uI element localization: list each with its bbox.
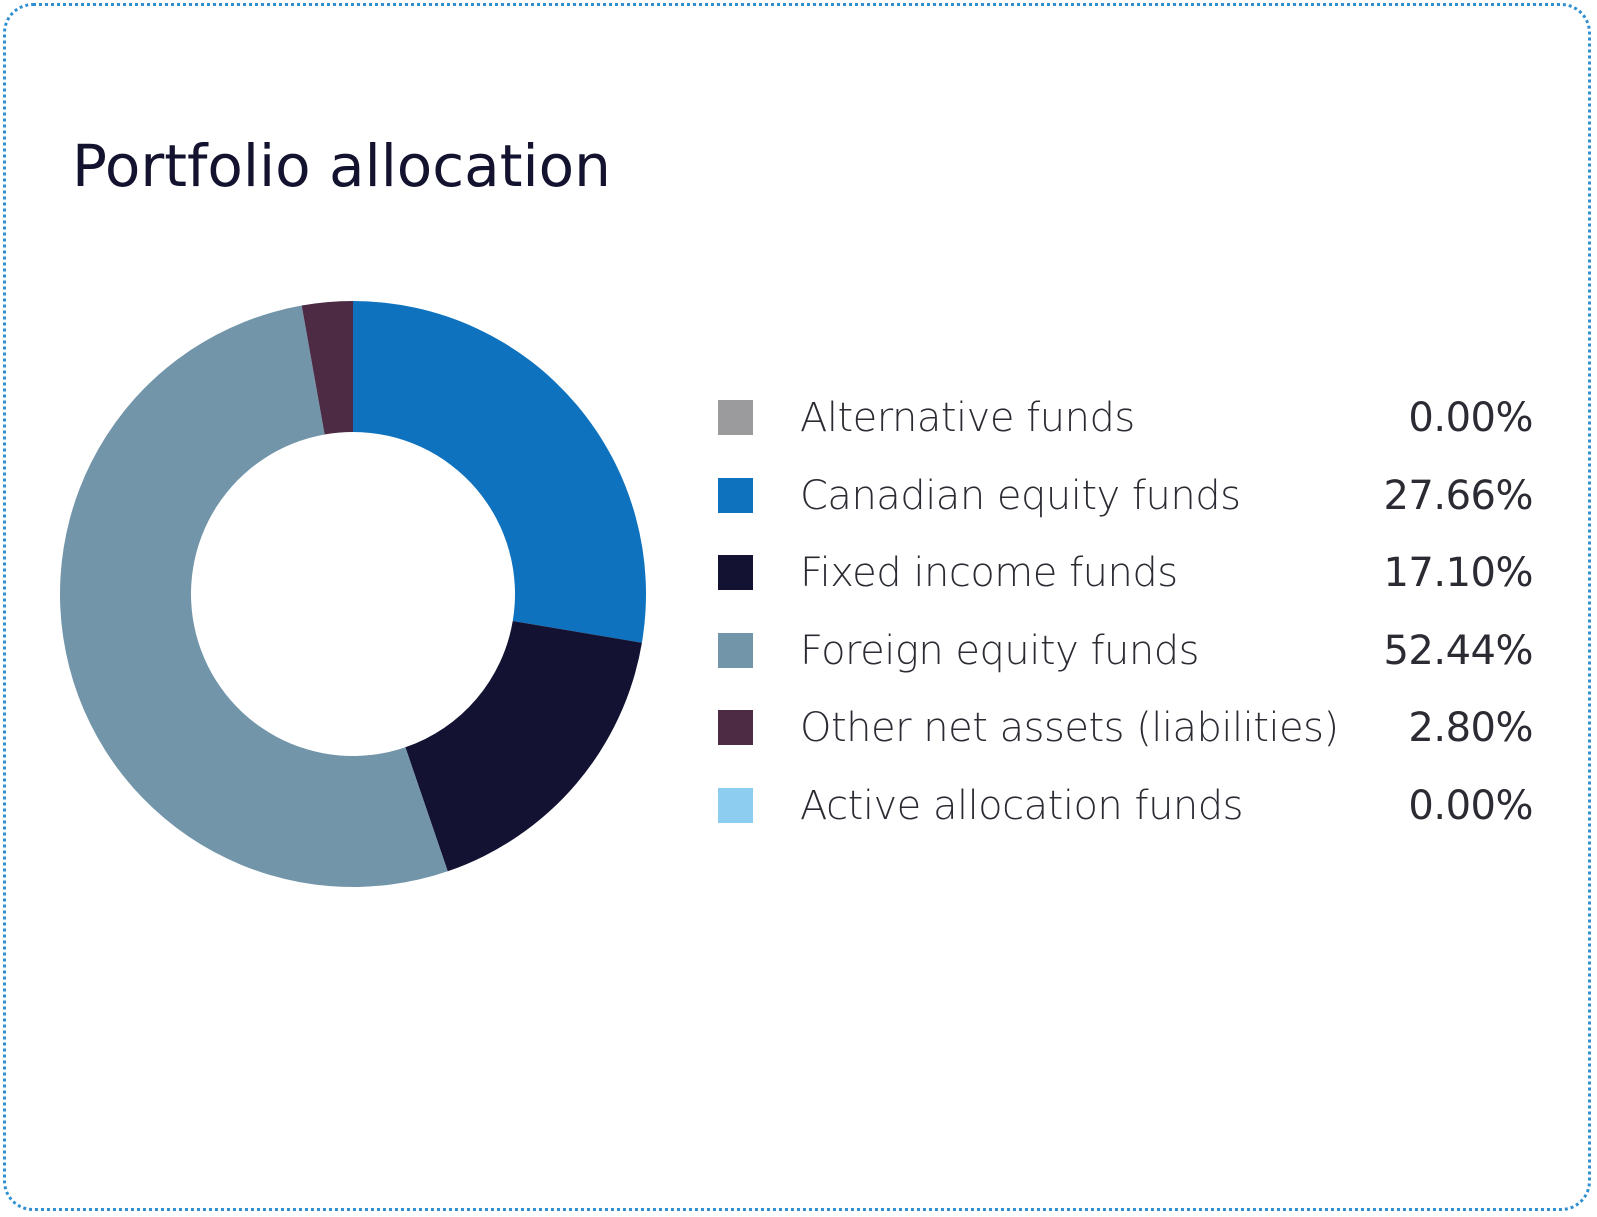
- chart-title: Portfolio allocation: [72, 132, 611, 200]
- legend-item-other-net-assets-liabilities: Other net assets (liabilities) 2.80%: [718, 700, 1533, 778]
- donut-slice-fixed-income-funds: [405, 620, 642, 872]
- legend-swatch: [718, 555, 753, 591]
- legend-label: Canadian equity funds: [800, 472, 1241, 519]
- donut-chart: [59, 301, 646, 888]
- legend-item-active-allocation-funds: Active allocation funds 0.00%: [718, 778, 1533, 856]
- legend-item-canadian-equity-funds: Canadian equity funds 27.66%: [718, 468, 1533, 546]
- legend-value: 2.80%: [1408, 705, 1533, 752]
- legend-value: 52.44%: [1383, 627, 1533, 674]
- legend-swatch: [718, 400, 753, 435]
- chart-legend: Alternative funds 0.00% Canadian equity fu…: [718, 390, 1533, 856]
- legend-item-fixed-income-funds: Fixed income funds 17.10%: [718, 545, 1533, 623]
- legend-swatch: [718, 710, 753, 746]
- legend-value: 27.66%: [1383, 472, 1533, 519]
- legend-value: 0.00%: [1408, 395, 1533, 441]
- legend-value: 0.00%: [1408, 782, 1533, 829]
- legend-label: Active allocation funds: [800, 782, 1244, 829]
- donut-slice-canadian-equity-funds: [353, 301, 646, 643]
- legend-swatch: [718, 477, 753, 513]
- legend-swatch: [718, 787, 753, 823]
- donut-slice-other-net-assets-liabilities: [301, 301, 353, 435]
- legend-item-foreign-equity-funds: Foreign equity funds 52.44%: [718, 623, 1533, 701]
- portfolio-allocation-card: Portfolio allocation Alternative funds 0.…: [3, 3, 1591, 1211]
- legend-label: Alternative funds: [800, 395, 1135, 441]
- donut-slice-foreign-equity-funds: [59, 305, 448, 888]
- legend-item-alternative-funds: Alternative funds 0.00%: [718, 390, 1533, 468]
- legend-label: Foreign equity funds: [800, 627, 1199, 674]
- legend-label: Fixed income funds: [800, 550, 1178, 597]
- legend-swatch: [718, 632, 753, 668]
- legend-value: 17.10%: [1383, 550, 1533, 597]
- legend-label: Other net assets (liabilities): [800, 705, 1339, 752]
